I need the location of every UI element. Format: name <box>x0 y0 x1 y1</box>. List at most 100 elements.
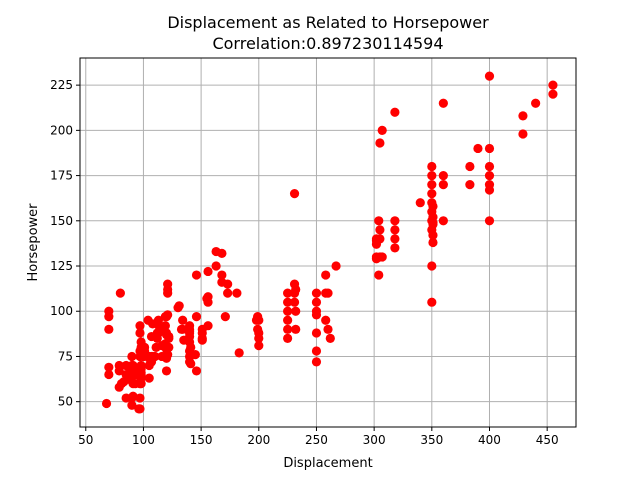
data-point <box>191 270 202 280</box>
data-point <box>164 331 174 342</box>
data-point <box>390 243 400 253</box>
data-point <box>135 393 145 403</box>
data-point <box>223 279 233 289</box>
data-point <box>415 198 425 208</box>
x-tick-label: 150 <box>190 433 213 447</box>
data-point <box>484 216 495 226</box>
data-point <box>321 315 331 325</box>
data-point <box>203 292 213 302</box>
data-point <box>283 324 293 334</box>
data-point <box>311 306 322 316</box>
data-point <box>438 170 448 181</box>
data-point <box>325 333 335 343</box>
data-point <box>254 341 264 351</box>
x-axis-label: Displacement <box>283 456 372 471</box>
data-point <box>220 312 230 322</box>
data-point <box>190 350 200 360</box>
data-point <box>427 161 437 172</box>
data-point <box>217 270 227 280</box>
data-point <box>390 107 400 117</box>
y-axis-label: Horsepower <box>26 203 41 282</box>
data-point <box>438 98 448 108</box>
data-point <box>484 71 495 81</box>
data-point <box>484 170 495 181</box>
data-point <box>144 373 154 383</box>
data-point <box>311 288 322 298</box>
data-point <box>203 266 213 277</box>
data-point <box>254 315 264 325</box>
data-point <box>291 324 301 334</box>
data-point <box>164 342 174 353</box>
x-tick-label: 100 <box>132 433 155 447</box>
data-point <box>390 216 400 226</box>
y-tick-label: 175 <box>50 169 73 183</box>
data-point <box>427 297 437 307</box>
data-point <box>390 225 400 235</box>
axis-ticks: 50 100 150 200 250 300 350 400 450 50 75 100 125 150 1… <box>50 78 559 447</box>
data-point <box>254 328 264 338</box>
data-point <box>178 324 188 334</box>
data-point <box>135 328 145 338</box>
data-point <box>283 288 293 298</box>
data-point <box>311 328 322 338</box>
data-point <box>427 170 437 181</box>
data-point <box>289 189 300 199</box>
data-point <box>191 312 202 322</box>
data-point <box>161 366 172 376</box>
data-point <box>311 346 322 356</box>
data-point <box>104 369 114 380</box>
data-point <box>291 306 301 316</box>
data-point <box>128 391 138 401</box>
data-point <box>115 288 125 298</box>
data-point <box>321 270 331 280</box>
y-tick-label: 150 <box>50 214 73 228</box>
data-point <box>428 230 438 240</box>
data-point <box>223 288 233 298</box>
data-point <box>217 248 227 258</box>
data-point <box>160 321 170 331</box>
data-point <box>291 284 301 295</box>
data-point <box>374 270 384 280</box>
data-point <box>375 225 385 235</box>
data-point <box>283 333 293 343</box>
data-point <box>136 360 146 371</box>
data-point <box>104 306 114 316</box>
data-point <box>184 321 195 331</box>
data-point <box>104 362 114 372</box>
data-point <box>283 306 293 316</box>
plot-frame <box>79 57 577 428</box>
data-point <box>548 80 558 90</box>
data-point <box>484 161 495 172</box>
data-point <box>191 366 202 376</box>
data-point <box>331 261 341 271</box>
data-point <box>438 216 448 226</box>
data-point <box>174 301 184 311</box>
data-point <box>427 180 437 190</box>
grid-lines <box>80 58 576 427</box>
data-point <box>375 234 385 244</box>
y-tick-label: 200 <box>50 123 73 137</box>
data-point <box>323 288 333 298</box>
data-point <box>186 359 196 369</box>
y-tick-label: 225 <box>50 78 73 92</box>
data-point <box>377 252 387 262</box>
data-point <box>139 342 150 353</box>
data-point <box>311 297 322 307</box>
data-point <box>283 315 293 325</box>
data-point <box>128 360 138 371</box>
data-point <box>531 98 541 108</box>
data-point <box>289 297 300 307</box>
data-point <box>374 216 384 226</box>
y-tick-label: 50 <box>58 395 73 409</box>
x-tick-label: 50 <box>78 433 93 447</box>
data-point <box>163 310 173 320</box>
data-point <box>211 261 221 271</box>
data-point <box>428 212 438 222</box>
data-point <box>203 321 213 331</box>
x-tick-label: 250 <box>305 433 328 447</box>
data-point <box>163 350 173 360</box>
data-point <box>427 261 437 271</box>
data-point <box>518 129 528 139</box>
